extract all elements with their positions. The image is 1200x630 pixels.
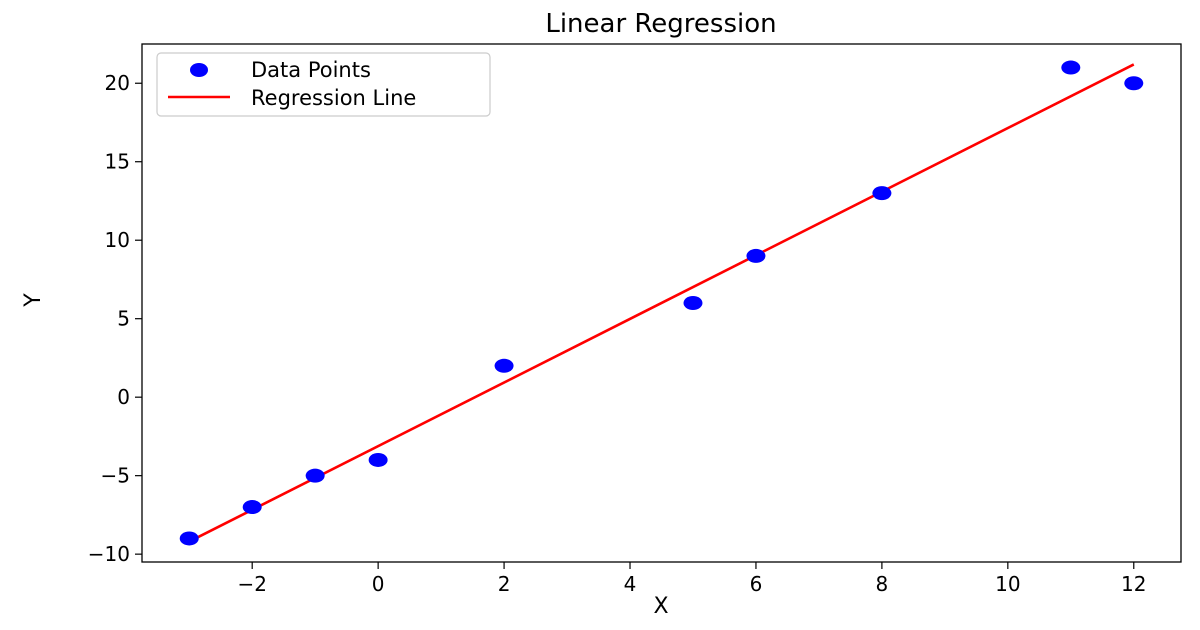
- x-tick-label: 4: [624, 572, 637, 596]
- x-tick-label: 8: [876, 572, 889, 596]
- data-point: [242, 500, 262, 515]
- chart-title: Linear Regression: [545, 9, 776, 39]
- x-tick-label: 12: [1121, 572, 1146, 596]
- y-tick-label: 15: [105, 150, 130, 174]
- plot-area: [141, 43, 1182, 563]
- legend-label-regression-line: Regression Line: [251, 86, 416, 110]
- data-point: [494, 358, 514, 373]
- data-point: [368, 452, 388, 467]
- axis-ticks: −2 0 2 4 6 8 10 12 −10 −5 0 5 10 15 20: [88, 71, 1147, 596]
- series-layer: [179, 60, 1144, 546]
- legend-scatter-marker: [190, 63, 208, 77]
- x-axis-label: X: [653, 594, 668, 619]
- data-point: [1061, 60, 1081, 75]
- x-tick-label: 6: [750, 572, 763, 596]
- legend-label-data-points: Data Points: [251, 58, 371, 82]
- legend: Data Points Regression Line: [156, 52, 491, 117]
- regression-line: [188, 63, 1135, 543]
- data-point: [305, 468, 325, 483]
- data-point: [1124, 76, 1144, 91]
- data-point: [683, 296, 703, 310]
- y-axis-label: Y: [21, 293, 46, 308]
- data-point: [746, 248, 766, 263]
- x-tick-label: −2: [237, 572, 266, 596]
- y-tick-label: 10: [105, 228, 130, 252]
- y-tick-label: −10: [88, 542, 130, 566]
- y-tick-label: 20: [105, 71, 130, 95]
- x-tick-label: 2: [498, 572, 511, 596]
- x-tick-label: 10: [995, 572, 1020, 596]
- y-tick-label: 5: [117, 307, 130, 331]
- data-point: [872, 186, 892, 201]
- y-tick-label: −5: [101, 464, 130, 488]
- data-point: [179, 531, 199, 546]
- y-tick-label: 0: [117, 385, 130, 409]
- x-tick-label: 0: [372, 572, 385, 596]
- legend-box: [156, 52, 491, 117]
